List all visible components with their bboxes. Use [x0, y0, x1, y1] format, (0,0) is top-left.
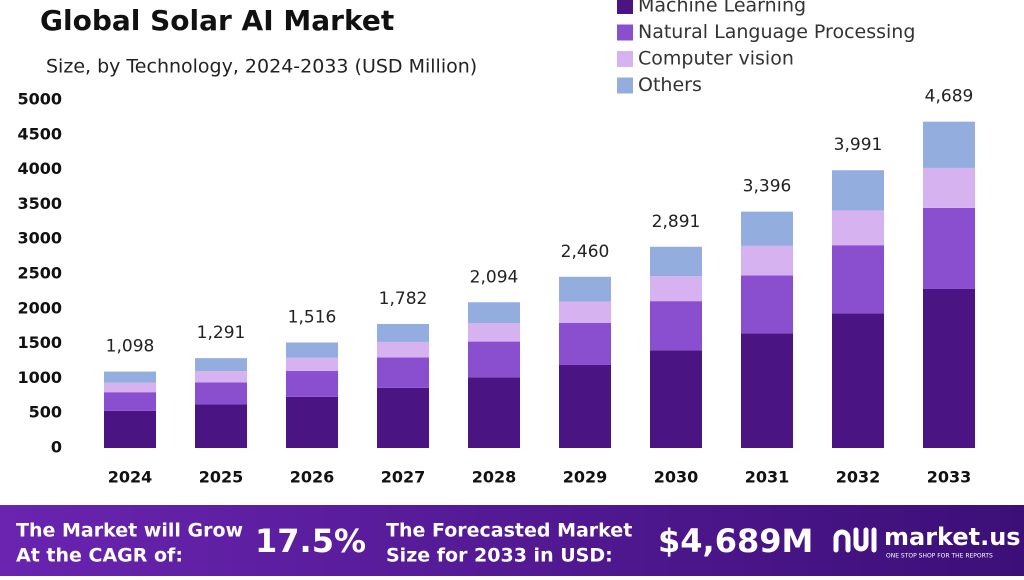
- brand-name: market.us: [884, 523, 1021, 551]
- bar-segment: [377, 387, 429, 448]
- forecast-value: $4,689M: [658, 522, 813, 560]
- bar-segment: [741, 211, 793, 246]
- cagr-text: At the CAGR of:: [16, 545, 183, 567]
- bar-segment: [286, 396, 338, 448]
- bar-segment: [832, 313, 884, 448]
- bar-segment: [741, 245, 793, 276]
- legend-swatch: [617, 51, 633, 67]
- bar-segment: [286, 371, 338, 397]
- total-label: 2,094: [470, 267, 519, 287]
- bar-segment: [559, 301, 611, 323]
- bar-segment: [832, 245, 884, 314]
- bar-segment: [377, 341, 429, 358]
- legend-label: Others: [638, 74, 702, 96]
- bar-segment: [468, 377, 520, 448]
- total-label: 2,891: [652, 212, 701, 232]
- legend-swatch: [617, 0, 633, 14]
- bar-segment: [286, 342, 338, 358]
- bar-segment: [923, 121, 975, 168]
- bar-segment: [832, 210, 884, 246]
- bar-segment: [923, 288, 975, 448]
- total-label: 3,991: [834, 135, 883, 155]
- y-tick-label: 2500: [17, 264, 62, 283]
- bar-segment: [559, 364, 611, 448]
- x-tick-label: 2028: [472, 468, 517, 487]
- legend-swatch: [617, 24, 633, 41]
- total-label: 1,291: [197, 323, 246, 343]
- forecast-text: The Forecasted Market: [386, 520, 632, 542]
- bar-segment: [832, 170, 884, 211]
- bar-segment: [559, 322, 611, 365]
- bar-segment: [468, 323, 520, 342]
- brand-tagline: ONE STOP SHOP FOR THE REPORTS: [886, 553, 993, 560]
- bar-segment: [650, 246, 702, 277]
- bar-segment: [468, 302, 520, 324]
- bar-segment: [377, 357, 429, 388]
- x-tick-label: 2025: [199, 468, 244, 487]
- y-tick-label: 3500: [17, 194, 62, 213]
- legend-label: Computer vision: [638, 48, 794, 70]
- brand-logo: [833, 527, 877, 553]
- bar-segment: [377, 323, 429, 342]
- x-tick-label: 2026: [290, 468, 335, 487]
- chart-subtitle: Size, by Technology, 2024-2033 (USD Mill…: [46, 56, 477, 78]
- legend-label: Natural Language Processing: [638, 21, 915, 43]
- chart-title: Global Solar AI Market: [40, 4, 394, 37]
- total-label: 1,516: [288, 307, 337, 327]
- y-tick-label: 3000: [17, 229, 62, 248]
- total-label: 3,396: [743, 177, 792, 197]
- total-label: 2,460: [561, 242, 610, 262]
- bar-segment: [195, 404, 247, 448]
- x-tick-label: 2029: [563, 468, 608, 487]
- legend-label: Machine Learning: [638, 0, 806, 17]
- bar-segment: [923, 207, 975, 289]
- x-tick-label: 2033: [927, 468, 972, 487]
- bar-segment: [104, 382, 156, 393]
- total-label: 1,782: [379, 289, 428, 309]
- bar-segment: [650, 301, 702, 351]
- total-label: 4,689: [925, 87, 974, 107]
- bar-segment: [104, 410, 156, 448]
- bar-segment: [923, 167, 975, 208]
- x-tick-label: 2027: [381, 468, 426, 487]
- y-tick-label: 1000: [17, 368, 62, 387]
- x-tick-label: 2024: [108, 468, 153, 487]
- y-tick-label: 2000: [17, 298, 62, 317]
- bar-segment: [286, 357, 338, 372]
- y-tick-label: 500: [29, 403, 62, 422]
- y-tick-label: 4500: [17, 124, 62, 143]
- x-tick-label: 2032: [836, 468, 881, 487]
- cagr-text: The Market will Grow: [16, 520, 243, 542]
- cagr-value: 17.5%: [255, 522, 366, 560]
- bar-segment: [741, 275, 793, 334]
- x-tick-label: 2031: [745, 468, 790, 487]
- bar-segment: [650, 276, 702, 302]
- x-tick-label: 2030: [654, 468, 699, 487]
- footer-banner: The Market will Grow At the CAGR of: 17.…: [0, 505, 1024, 576]
- footer-background: [0, 505, 1024, 576]
- y-tick-label: 1500: [17, 333, 62, 352]
- bar-segment: [559, 276, 611, 302]
- bar-segment: [104, 392, 156, 411]
- y-tick-label: 4000: [17, 159, 62, 178]
- y-tick-label: 0: [51, 438, 62, 457]
- bar-segment: [468, 341, 520, 378]
- bar-segment: [195, 358, 247, 372]
- legend-swatch: [617, 77, 633, 94]
- bar-segment: [741, 333, 793, 448]
- bar-segment: [650, 350, 702, 448]
- bar-segment: [195, 382, 247, 405]
- forecast-text: Size for 2033 in USD:: [386, 545, 613, 567]
- total-label: 1,098: [106, 337, 155, 357]
- bar-segment: [104, 371, 156, 383]
- bar-segment: [195, 371, 247, 383]
- y-tick-label: 5000: [17, 90, 62, 109]
